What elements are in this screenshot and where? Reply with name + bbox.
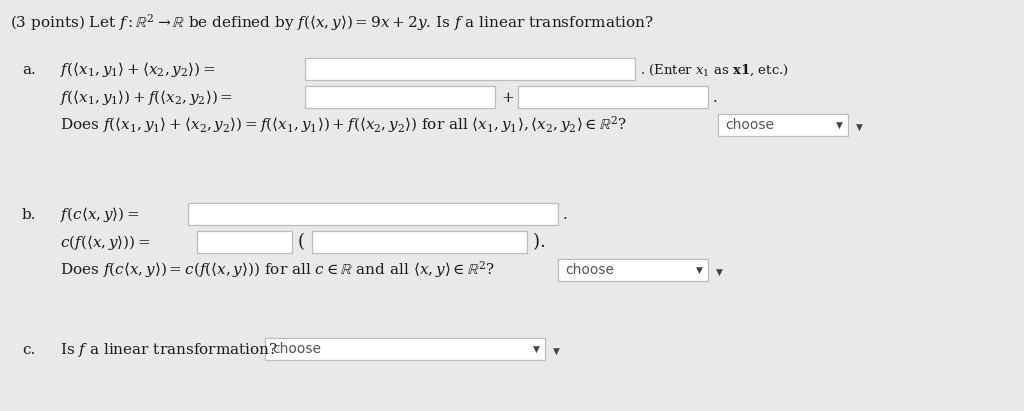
- Text: ▼: ▼: [856, 123, 863, 132]
- Text: Does $f(c\langle x, y\rangle) = c(f(\langle x, y\rangle))$ for all $c \in \mathb: Does $f(c\langle x, y\rangle) = c(f(\lan…: [60, 259, 495, 280]
- FancyBboxPatch shape: [558, 259, 708, 281]
- Text: choose: choose: [725, 118, 774, 132]
- FancyBboxPatch shape: [312, 231, 527, 253]
- FancyBboxPatch shape: [305, 58, 635, 80]
- FancyBboxPatch shape: [188, 203, 558, 225]
- Text: (3 points) Let $f : \mathbb{R}^2 \rightarrow \mathbb{R}$ be defined by $f(\langl: (3 points) Let $f : \mathbb{R}^2 \righta…: [10, 12, 653, 33]
- Text: $).$: $).$: [532, 230, 545, 252]
- Text: $($: $($: [297, 230, 305, 252]
- Text: ▼: ▼: [836, 121, 843, 129]
- FancyBboxPatch shape: [197, 231, 292, 253]
- FancyBboxPatch shape: [265, 338, 545, 360]
- FancyBboxPatch shape: [305, 86, 495, 108]
- Text: ▼: ▼: [716, 268, 723, 277]
- FancyBboxPatch shape: [518, 86, 708, 108]
- Text: .: .: [563, 208, 567, 222]
- Text: .: .: [713, 91, 718, 105]
- Text: b.: b.: [22, 208, 37, 222]
- Text: $+$: $+$: [501, 91, 514, 105]
- Text: ▼: ▼: [553, 347, 560, 356]
- Text: $f(c\langle x, y\rangle) = $: $f(c\langle x, y\rangle) = $: [60, 205, 140, 224]
- Text: a.: a.: [22, 63, 36, 77]
- Text: choose: choose: [565, 263, 614, 277]
- Text: choose: choose: [272, 342, 321, 356]
- Text: c.: c.: [22, 343, 35, 357]
- Text: . (Enter $x_1$ as $\mathbf{x1}$, etc.): . (Enter $x_1$ as $\mathbf{x1}$, etc.): [640, 63, 788, 78]
- Text: $c(f(\langle x, y\rangle)) = $: $c(f(\langle x, y\rangle)) = $: [60, 233, 151, 252]
- Text: ▼: ▼: [695, 266, 702, 275]
- FancyBboxPatch shape: [718, 114, 848, 136]
- Text: $f(\langle x_1, y_1\rangle) + f(\langle x_2, y_2\rangle) = $: $f(\langle x_1, y_1\rangle) + f(\langle …: [60, 88, 233, 107]
- Text: Does $f(\langle x_1, y_1\rangle + \langle x_2, y_2\rangle) = f(\langle x_1, y_1\: Does $f(\langle x_1, y_1\rangle + \langl…: [60, 114, 627, 135]
- Text: ▼: ▼: [532, 345, 540, 353]
- Text: $f(\langle x_1, y_1\rangle + \langle x_2, y_2\rangle) = $: $f(\langle x_1, y_1\rangle + \langle x_2…: [60, 60, 215, 79]
- Text: Is $f$ a linear transformation?: Is $f$ a linear transformation?: [60, 341, 279, 359]
